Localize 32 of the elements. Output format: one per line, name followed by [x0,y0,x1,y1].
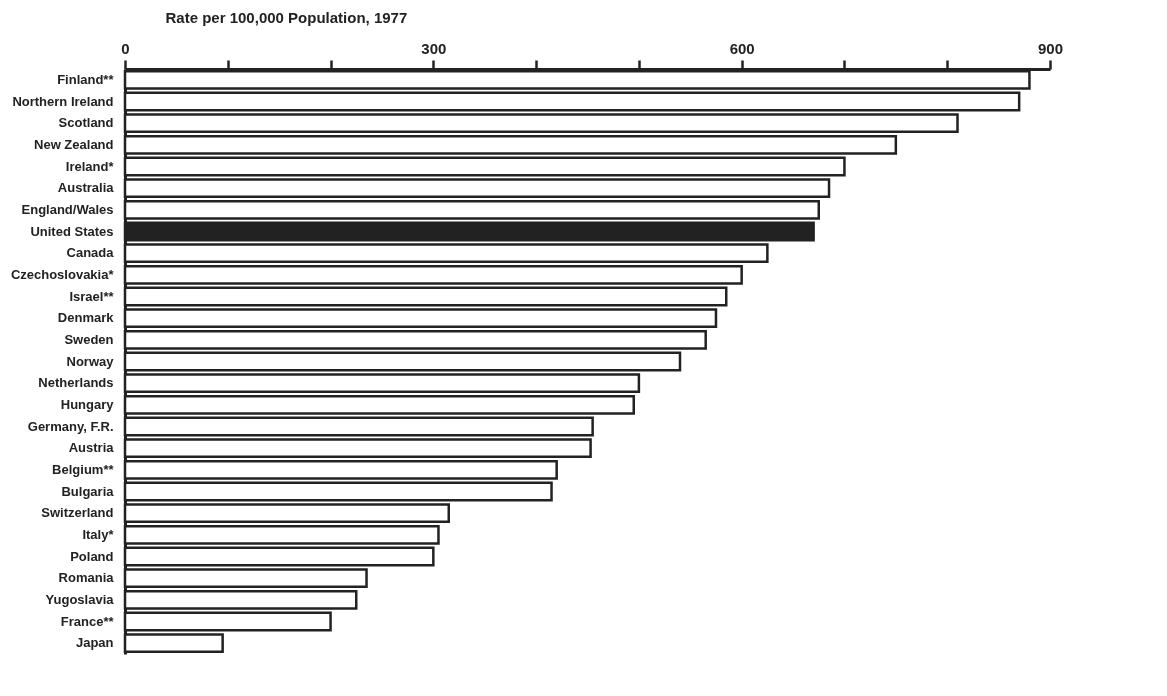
y-tick-label: Hungary [60,396,115,412]
y-tick-label: Yugoslavia [45,591,115,607]
y-tick-label: Belgium** [52,461,115,477]
y-tick-label: Poland [70,548,114,564]
y-tick-label: Norway [66,353,115,369]
y-tick-label: Austria [68,440,115,456]
y-tick-label: Switzerland [41,505,114,521]
y-tick-label: Japan [75,635,114,651]
y-tick-label: Ireland* [65,158,115,174]
x-tick-label: 600 [729,39,755,57]
y-tick-label: Denmark [57,310,115,326]
y-tick-label: Germany, F.R. [27,418,114,434]
y-tick-label: Canada [66,245,115,261]
y-tick-label: Israel** [69,288,115,304]
y-tick-label: England/Wales [21,201,114,217]
y-tick-label: Bulgaria [61,483,115,499]
y-tick-label: New Zealand [34,136,114,152]
x-tick-label: 300 [421,39,447,57]
y-tick-label: Scotland [58,115,114,131]
x-axis-title: Rate per 100,000 Population, 1977 [165,8,408,26]
y-tick-label: Czechoslovakia* [10,266,115,282]
y-tick-label: Italy* [82,526,115,542]
y-tick-label: Romania [58,570,115,586]
x-tick-label: 900 [1037,39,1064,57]
y-tick-label: Netherlands [38,375,114,391]
y-tick-label: France** [60,613,115,629]
y-tick-label: Northern Ireland [12,93,114,109]
y-tick-label: Australia [57,180,115,196]
y-tick-label: Finland** [57,71,115,87]
y-tick-label: Sweden [64,331,114,347]
y-tick-label: United States [30,223,114,239]
x-tick-label: 0 [121,39,130,57]
